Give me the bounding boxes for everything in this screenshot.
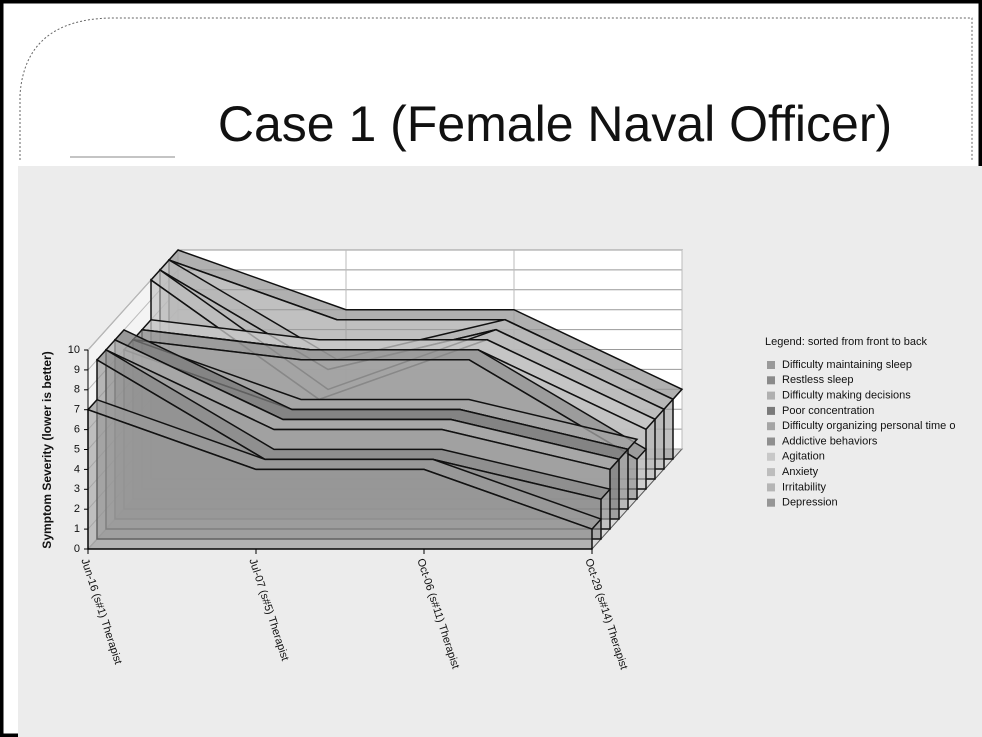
legend-label: Anxiety [782, 466, 819, 478]
legend-swatch [767, 422, 775, 431]
y-tick-label: 7 [74, 404, 80, 416]
y-tick-label: 0 [74, 543, 80, 555]
slide-title: Case 1 (Female Naval Officer) [218, 96, 892, 152]
y-tick-label: 4 [74, 463, 80, 475]
legend-title: Legend: sorted from front to back [765, 336, 928, 348]
legend-label: Difficulty organizing personal time o [782, 420, 955, 432]
y-tick-label: 6 [74, 424, 80, 436]
legend-swatch [767, 468, 775, 477]
legend-swatch [767, 437, 775, 446]
legend-swatch [767, 406, 775, 415]
y-tick-label: 5 [74, 443, 80, 455]
legend-label: Difficulty maintaining sleep [782, 359, 912, 371]
title-frame [19, 17, 973, 160]
legend-label: Restless sleep [782, 374, 854, 386]
y-tick-label: 8 [74, 384, 80, 396]
legend-label: Depression [782, 497, 838, 509]
y-tick-label: 2 [74, 503, 80, 515]
legend-swatch [767, 498, 775, 507]
y-tick-label: 9 [74, 364, 80, 376]
legend-label: Agitation [782, 451, 825, 463]
legend-swatch [767, 361, 775, 369]
y-tick-label: 10 [68, 344, 80, 356]
legend-swatch [767, 391, 775, 400]
y-tick-label: 1 [74, 523, 80, 535]
legend-swatch [767, 376, 775, 385]
legend-swatch [767, 483, 775, 492]
legend-label: Poor concentration [782, 405, 874, 417]
legend-label: Irritability [782, 481, 827, 493]
legend-label: Difficulty making decisions [782, 390, 911, 402]
y-axis-label: Symptom Severity (lower is better) [40, 351, 54, 548]
y-tick-label: 3 [74, 483, 80, 495]
legend-swatch [767, 452, 775, 461]
legend-label: Addictive behaviors [782, 435, 878, 447]
